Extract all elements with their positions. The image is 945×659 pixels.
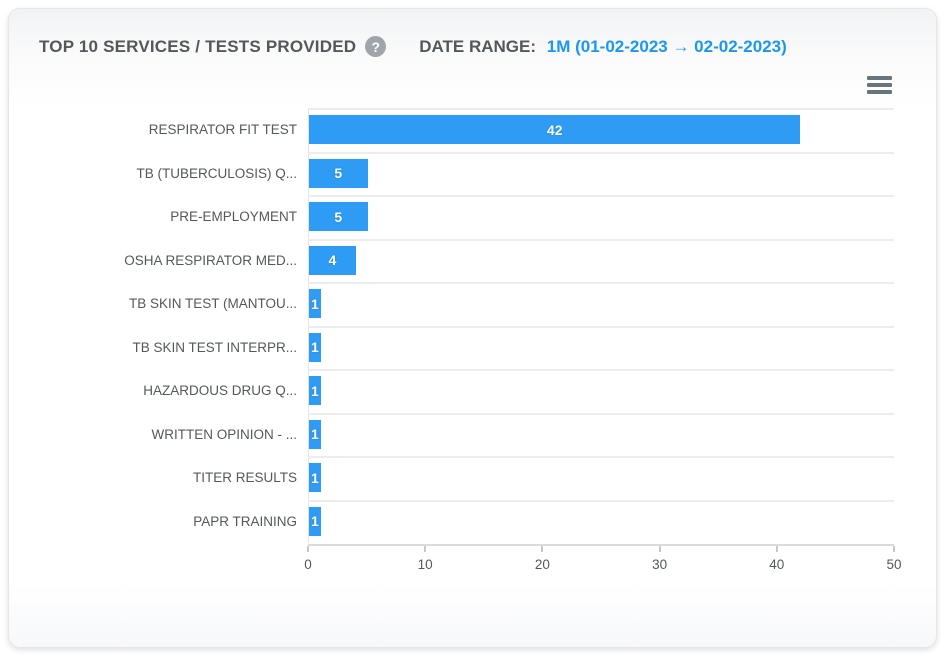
bar-track: 1 xyxy=(308,325,894,370)
bar-track: 1 xyxy=(308,499,894,544)
axis-tick xyxy=(775,545,778,552)
bar[interactable]: 1 xyxy=(309,376,321,406)
bar-track: 1 xyxy=(308,282,894,326)
category-label: HAZARDOUS DRUG Q... xyxy=(143,383,297,399)
bar[interactable]: 42 xyxy=(309,115,801,144)
bar[interactable]: 1 xyxy=(309,332,321,362)
bar-track: 1 xyxy=(308,412,894,457)
bar-track: 1 xyxy=(308,456,894,500)
bar-value-label: 1 xyxy=(310,339,319,356)
bar-track: 1 xyxy=(308,369,894,413)
chart-row: PAPR TRAINING 1 xyxy=(9,499,894,544)
axis-tick-label: 0 xyxy=(304,556,312,572)
bar[interactable]: 1 xyxy=(309,463,321,493)
bar[interactable]: 5 xyxy=(309,202,368,232)
axis-tick-label: 40 xyxy=(769,556,785,572)
chart-row: RESPIRATOR FIT TEST 42 xyxy=(9,108,894,152)
category-label: OSHA RESPIRATOR MED... xyxy=(124,252,297,268)
bar-track: 5 xyxy=(308,151,894,196)
bar[interactable]: 1 xyxy=(309,419,321,449)
axis-tick-label: 50 xyxy=(886,556,902,572)
chart-row: PRE-EMPLOYMENT 5 xyxy=(9,195,894,239)
category-label: TB SKIN TEST (MANTOU... xyxy=(128,296,297,312)
category-label: PRE-EMPLOYMENT xyxy=(170,209,297,225)
category-label: PAPR TRAINING xyxy=(193,513,297,529)
bar-value-label: 42 xyxy=(546,121,563,138)
bar-track: 5 xyxy=(308,195,894,239)
category-label: TB SKIN TEST INTERPR... xyxy=(132,339,297,355)
card-title: TOP 10 SERVICES / TESTS PROVIDED xyxy=(39,36,357,56)
bar-value-label: 4 xyxy=(328,252,337,269)
hamburger-menu-icon xyxy=(867,73,892,97)
chart-card: TOP 10 SERVICES / TESTS PROVIDED ? DATE … xyxy=(8,8,937,648)
bar-chart: RESPIRATOR FIT TEST 42 TB (TUBERCULOSIS) Q… xyxy=(9,108,902,572)
bar-track: 42 xyxy=(308,108,894,152)
category-label: TB (TUBERCULOSIS) Q... xyxy=(136,165,297,181)
chart-row: TB SKIN TEST (MANTOU... 1 xyxy=(9,282,894,326)
bar-value-label: 1 xyxy=(310,426,319,443)
help-icon[interactable]: ? xyxy=(365,36,387,57)
chart-row: OSHA RESPIRATOR MED... 4 xyxy=(9,238,894,283)
bar-value-label: 5 xyxy=(334,165,343,182)
category-label: WRITTEN OPINION - ... xyxy=(151,426,298,442)
axis-tick-label: 20 xyxy=(534,556,550,572)
chart-row: WRITTEN OPINION - ... 1 xyxy=(9,412,894,457)
bar-value-label: 5 xyxy=(334,208,343,225)
category-label: RESPIRATOR FIT TEST xyxy=(148,122,297,137)
axis-tick xyxy=(541,545,544,552)
date-range-label: DATE RANGE: xyxy=(419,36,537,56)
date-range: DATE RANGE: 1M (01-02-2023 → 02-02-2023) xyxy=(419,37,787,57)
chart-row: TB (TUBERCULOSIS) Q... 5 xyxy=(9,151,894,196)
axis-tick xyxy=(424,545,427,552)
axis-tick xyxy=(893,545,895,552)
bar-value-label: 1 xyxy=(310,469,319,486)
bar[interactable]: 5 xyxy=(309,158,368,188)
chart-context-menu-button[interactable] xyxy=(863,71,896,98)
date-range-value: 1M (01-02-2023 → 02-02-2023) xyxy=(546,36,787,56)
bar[interactable]: 4 xyxy=(309,245,356,275)
chart-rows: RESPIRATOR FIT TEST 42 TB (TUBERCULOSIS) Q… xyxy=(9,108,894,544)
x-axis: 0 10 20 30 40 50 xyxy=(304,543,902,584)
bar[interactable]: 1 xyxy=(309,289,321,319)
chart-row: HAZARDOUS DRUG Q... 1 xyxy=(9,369,894,413)
chart-row: TB SKIN TEST INTERPR... 1 xyxy=(9,325,894,370)
axis-tick xyxy=(307,545,309,552)
bar-track: 4 xyxy=(308,238,894,283)
axis-tick-label: 10 xyxy=(417,556,433,572)
axis-tick-label: 30 xyxy=(652,556,668,572)
bar[interactable]: 1 xyxy=(309,506,321,536)
bar-value-label: 1 xyxy=(310,295,319,312)
axis-tick xyxy=(658,545,661,552)
category-label: TITER RESULTS xyxy=(192,470,297,486)
bar-value-label: 1 xyxy=(310,513,319,530)
card-header: TOP 10 SERVICES / TESTS PROVIDED ? DATE … xyxy=(39,36,916,57)
chart-row: TITER RESULTS 1 xyxy=(9,456,894,500)
bar-value-label: 1 xyxy=(310,382,319,399)
